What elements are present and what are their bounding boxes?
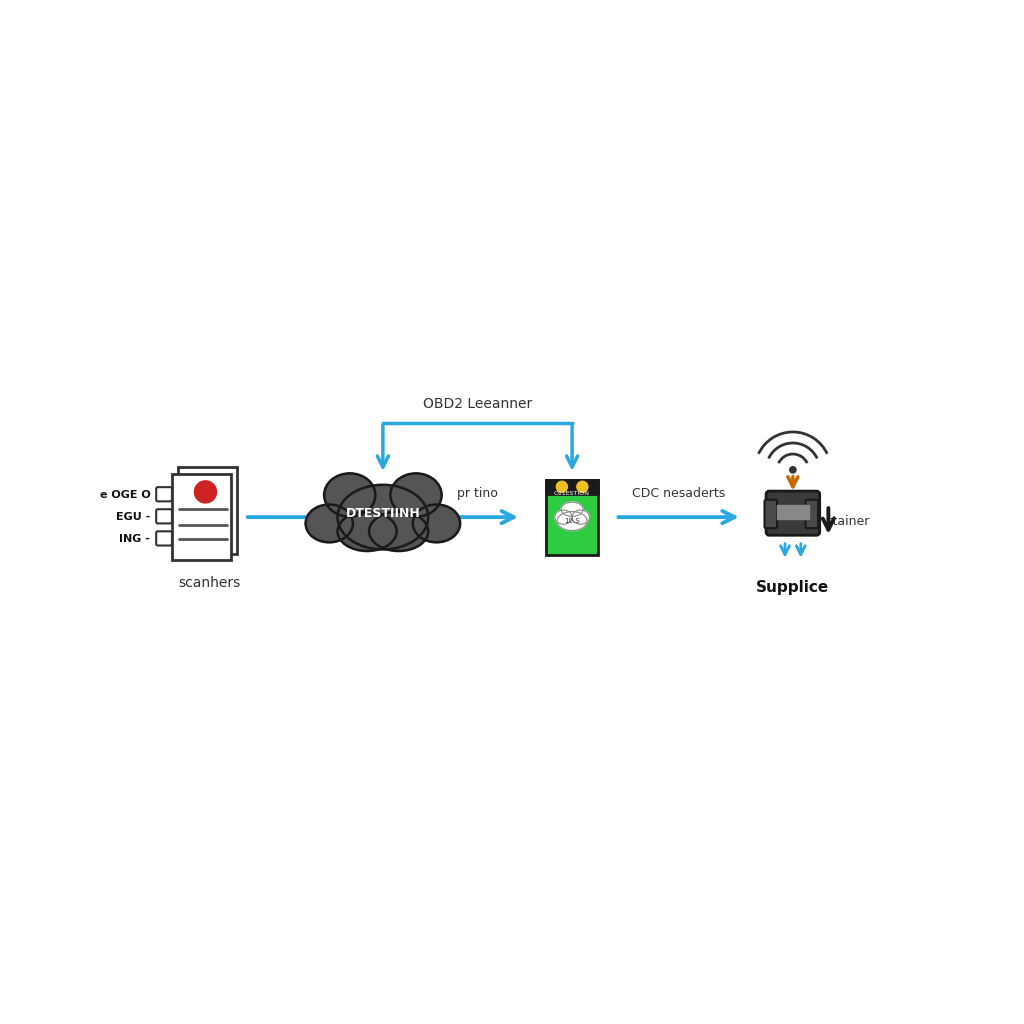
Text: stainer: stainer	[826, 515, 869, 527]
Text: OBD2 Leeanner: OBD2 Leeanner	[423, 396, 532, 411]
Ellipse shape	[305, 505, 353, 543]
FancyBboxPatch shape	[547, 479, 598, 555]
Text: Supplice: Supplice	[757, 581, 829, 595]
Text: CDC nesaderts: CDC nesaderts	[632, 486, 725, 500]
Ellipse shape	[338, 512, 396, 551]
Text: ING -: ING -	[120, 535, 151, 544]
Circle shape	[195, 481, 216, 503]
Ellipse shape	[557, 512, 587, 530]
Circle shape	[790, 467, 796, 473]
Circle shape	[577, 481, 588, 493]
Ellipse shape	[325, 473, 376, 517]
FancyBboxPatch shape	[157, 531, 172, 546]
Ellipse shape	[561, 502, 583, 516]
Text: O11ESTION: O11ESTION	[554, 490, 590, 496]
FancyBboxPatch shape	[157, 487, 172, 502]
FancyBboxPatch shape	[157, 509, 172, 523]
Ellipse shape	[390, 473, 441, 517]
Text: pr tino: pr tino	[457, 486, 498, 500]
Ellipse shape	[338, 484, 428, 550]
Text: 10.S: 10.S	[564, 518, 580, 524]
FancyBboxPatch shape	[547, 479, 598, 494]
FancyBboxPatch shape	[178, 467, 238, 554]
FancyBboxPatch shape	[766, 492, 819, 536]
FancyBboxPatch shape	[765, 500, 777, 528]
FancyBboxPatch shape	[777, 505, 809, 519]
Ellipse shape	[413, 505, 460, 543]
Ellipse shape	[555, 510, 572, 524]
Circle shape	[556, 481, 567, 493]
Text: e OGE O: e OGE O	[99, 490, 151, 500]
Text: DTESTIINH: DTESTIINH	[345, 507, 420, 519]
FancyBboxPatch shape	[806, 500, 818, 528]
Ellipse shape	[369, 512, 428, 551]
Ellipse shape	[572, 510, 590, 524]
Text: scanhers: scanhers	[178, 577, 241, 590]
FancyBboxPatch shape	[172, 474, 231, 560]
Text: EGU -: EGU -	[116, 512, 151, 522]
